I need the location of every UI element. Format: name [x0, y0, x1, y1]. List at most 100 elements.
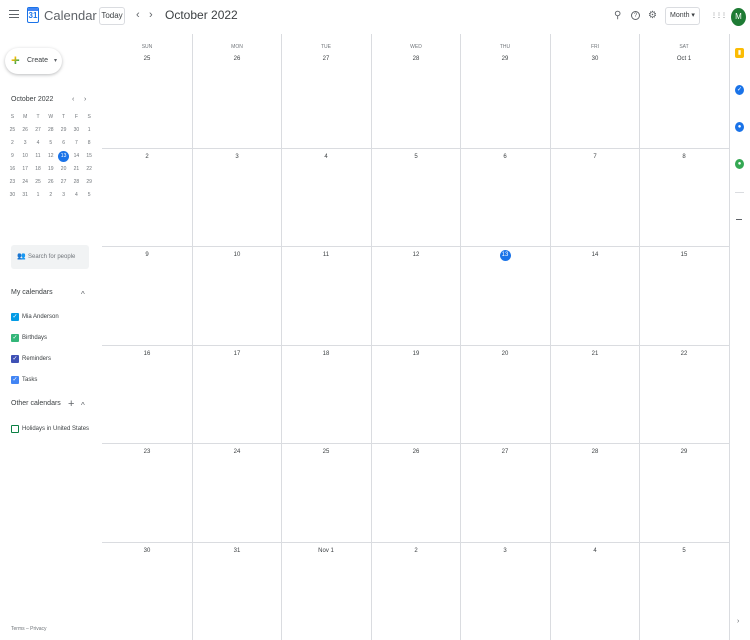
day-cell[interactable]: 2: [102, 148, 192, 246]
day-cell[interactable]: FRI 30: [550, 34, 640, 148]
day-cell[interactable]: 4: [281, 148, 371, 246]
day-cell[interactable]: WED 28: [371, 34, 461, 148]
day-number[interactable]: 26: [233, 56, 241, 62]
day-cell[interactable]: 6: [460, 148, 550, 246]
day-cell[interactable]: 5: [371, 148, 461, 246]
day-cell[interactable]: 22: [639, 345, 729, 443]
mini-day[interactable]: 17: [22, 166, 28, 172]
day-number[interactable]: 3: [503, 548, 507, 554]
day-cell[interactable]: 21: [550, 345, 640, 443]
day-number[interactable]: 31: [233, 548, 241, 554]
day-number[interactable]: 29: [680, 449, 688, 455]
day-number[interactable]: 16: [143, 351, 151, 357]
day-cell[interactable]: 3: [192, 148, 282, 246]
day-cell[interactable]: 24: [192, 443, 282, 542]
get-add-ons-icon[interactable]: [736, 219, 742, 220]
contacts-icon[interactable]: ●: [735, 122, 744, 132]
day-cell[interactable]: 5: [639, 542, 729, 640]
day-number[interactable]: 27: [501, 449, 509, 455]
day-number[interactable]: 28: [412, 56, 420, 62]
day-number[interactable]: 2: [414, 548, 418, 554]
mini-day[interactable]: 8: [87, 140, 91, 146]
mini-day[interactable]: 5: [87, 192, 91, 198]
day-cell[interactable]: THU 29: [460, 34, 550, 148]
checkbox-icon[interactable]: ✓: [11, 334, 19, 342]
day-cell[interactable]: 30: [102, 542, 192, 640]
day-cell[interactable]: SUN 25: [102, 34, 192, 148]
day-number[interactable]: 5: [414, 154, 418, 160]
day-cell[interactable]: 2: [371, 542, 461, 640]
mini-day[interactable]: 6: [62, 140, 65, 146]
day-number[interactable]: 26: [412, 449, 420, 455]
day-cell[interactable]: 8: [639, 148, 729, 246]
calendar-list-item[interactable]: ✓ Reminders: [11, 354, 51, 364]
mini-day[interactable]: 2: [49, 192, 53, 198]
mini-day[interactable]: 27: [35, 127, 41, 133]
day-cell[interactable]: 14: [550, 246, 640, 345]
mini-day[interactable]: 26: [48, 179, 54, 185]
day-number[interactable]: 17: [233, 351, 241, 357]
mini-day[interactable]: 3: [23, 140, 27, 146]
day-number[interactable]: 25: [322, 449, 330, 455]
day-cell[interactable]: 18: [281, 345, 371, 443]
gear-icon[interactable]: ⚙: [648, 10, 657, 21]
day-number[interactable]: Oct 1: [676, 56, 692, 62]
search-people-input[interactable]: 👥 Search for people: [11, 245, 89, 269]
calendar-list-item[interactable]: ✓ Tasks: [11, 375, 37, 385]
day-cell[interactable]: MON 26: [192, 34, 282, 148]
calendar-list-item[interactable]: Holidays in United States: [11, 424, 89, 434]
day-cell[interactable]: 12: [371, 246, 461, 345]
mini-day[interactable]: 28: [73, 179, 80, 185]
mini-day[interactable]: 11: [35, 153, 41, 159]
calendar-list-item[interactable]: ✓ Birthdays: [11, 333, 47, 343]
help-icon[interactable]: ?: [631, 11, 640, 20]
day-number[interactable]: 28: [591, 449, 599, 455]
day-cell[interactable]: 10: [192, 246, 282, 345]
mini-day[interactable]: 24: [22, 179, 28, 185]
day-cell[interactable]: SAT Oct 1: [639, 34, 729, 148]
apps-grid-icon[interactable]: ⋮⋮⋮: [711, 13, 727, 19]
mini-day[interactable]: 31: [22, 192, 28, 198]
view-switcher-button[interactable]: Month ▾: [665, 7, 700, 25]
mini-calendar-prev-button[interactable]: ‹: [72, 96, 75, 103]
day-number[interactable]: 7: [593, 154, 597, 160]
terms-privacy-link[interactable]: Terms – Privacy: [11, 626, 47, 632]
add-calendar-icon[interactable]: +: [68, 398, 75, 410]
mini-day-today[interactable]: 13: [58, 151, 70, 162]
calendar-list-item[interactable]: ✓ Mia Anderson: [11, 312, 59, 322]
day-cell[interactable]: 11: [281, 246, 371, 345]
day-cell[interactable]: 25: [281, 443, 371, 542]
day-cell[interactable]: 20: [460, 345, 550, 443]
day-number[interactable]: 30: [591, 56, 599, 62]
mini-day[interactable]: 4: [74, 192, 78, 198]
mini-day[interactable]: 14: [73, 153, 80, 159]
day-number[interactable]: 2: [145, 154, 149, 160]
day-number[interactable]: 12: [412, 252, 420, 258]
day-cell[interactable]: 4: [550, 542, 640, 640]
day-cell[interactable]: 26: [371, 443, 461, 542]
mini-day[interactable]: 29: [60, 127, 67, 133]
avatar[interactable]: M: [731, 8, 746, 26]
mini-day[interactable]: 25: [35, 179, 41, 185]
keep-icon[interactable]: ▮: [735, 48, 744, 58]
today-button[interactable]: Today: [99, 7, 125, 25]
checkbox-icon[interactable]: ✓: [11, 376, 19, 384]
day-number[interactable]: 20: [501, 351, 509, 357]
mini-calendar-next-button[interactable]: ›: [84, 96, 87, 103]
checkbox-icon[interactable]: ✓: [11, 313, 19, 321]
day-number[interactable]: 22: [680, 351, 688, 357]
day-number[interactable]: 8: [682, 154, 686, 160]
day-number[interactable]: 27: [322, 56, 330, 62]
mini-day[interactable]: 15: [86, 153, 92, 159]
day-number[interactable]: 6: [503, 154, 507, 160]
mini-day[interactable]: 28: [48, 127, 54, 133]
day-number[interactable]: 23: [143, 449, 151, 455]
mini-day[interactable]: 1: [87, 127, 91, 133]
mini-day[interactable]: 22: [86, 166, 92, 172]
mini-day[interactable]: 26: [22, 127, 28, 133]
day-number[interactable]: 21: [591, 351, 599, 357]
mini-day[interactable]: 7: [74, 140, 78, 146]
mini-day[interactable]: 16: [9, 166, 16, 172]
calendar-logo-icon[interactable]: 31: [27, 7, 39, 23]
day-number[interactable]: 19: [412, 351, 420, 357]
